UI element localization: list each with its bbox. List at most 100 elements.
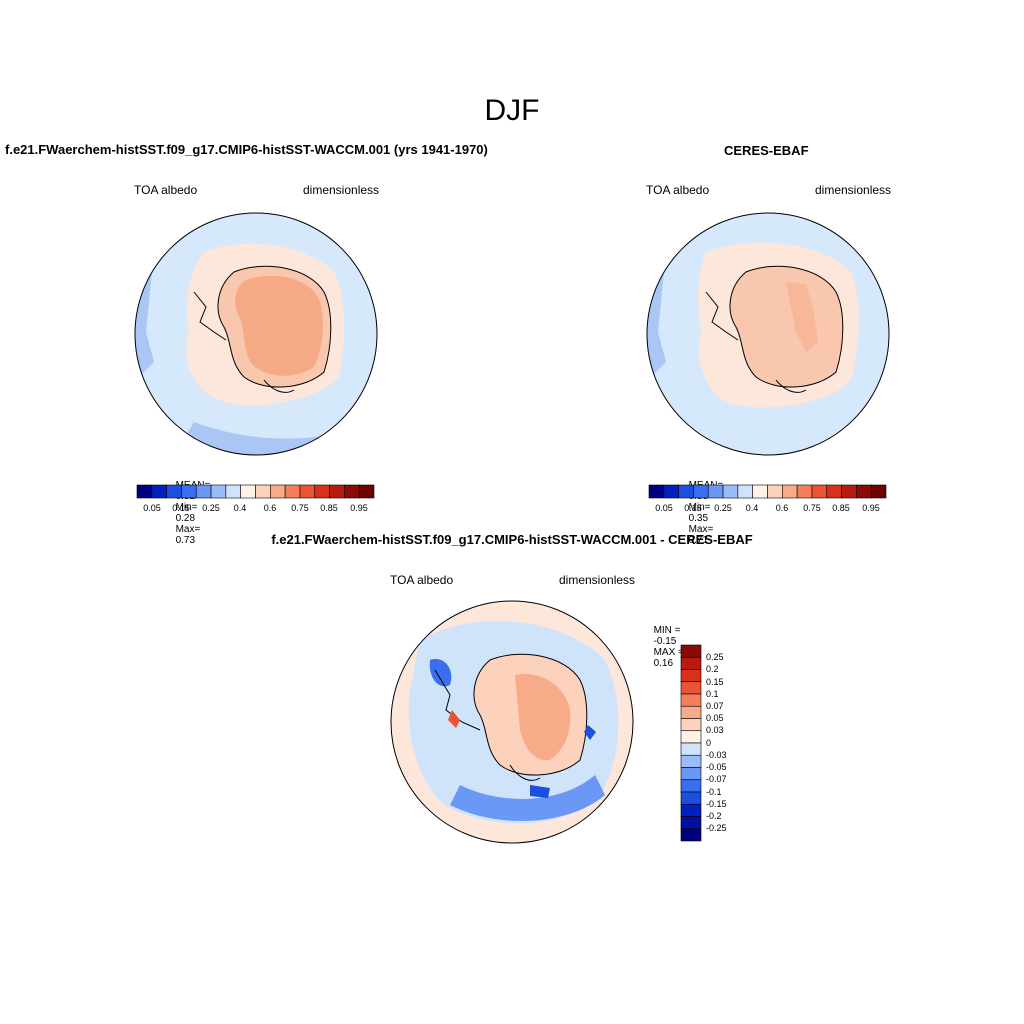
colorbar-swatch [680,730,702,744]
colorbar-swatch [796,484,813,499]
colorbar-tick: -0.07 [706,774,727,784]
antarctic-peninsula [193,291,227,341]
colorbar-swatch [648,484,665,499]
diff-max-value: 0.16 [653,658,674,669]
south-negative [530,785,550,798]
antarctic-peninsula [434,669,481,731]
page-title: DJF [484,94,540,127]
colorbar-swatch [811,484,828,499]
diff-units-label: dimensionless [559,573,636,587]
obs-panel-title: CERES-EBAF [724,143,809,158]
colorbar-swatch [284,484,301,499]
interior-band [786,282,818,352]
colorbar-swatch [680,705,702,719]
ross-sea-edge [509,764,541,781]
negative-ring [450,775,605,822]
colorbar-tick: 0.6 [775,503,789,513]
colorbar-tick: 0.75 [803,503,821,513]
diff-panel-title: f.e21.FWaerchem-histSST.f09_g17.CMIP6-hi… [271,532,753,547]
colorbar-swatch [680,803,702,817]
colorbar-swatch [195,484,212,499]
colorbar-swatch [680,754,702,768]
model-colorbar-ticks: 0.05 0.15 0.25 0.4 0.6 0.75 0.85 0.95 [137,503,374,515]
obs-units-label: dimensionless [815,183,892,197]
diff-variable-label: TOA albedo [390,573,454,587]
colorbar-tick: 0 [706,738,712,748]
colorbar-swatch [329,484,345,499]
obs-colorbar [648,484,887,499]
colorbar-tick: 0.1 [706,689,719,699]
colorbar-tick: 0.25 [706,652,724,662]
interior-high-albedo [235,275,323,376]
colorbar-tick: -0.1 [706,787,722,797]
colorbar-tick: -0.05 [706,762,727,772]
model-units-label: dimensionless [303,183,380,197]
colorbar-swatch [856,484,872,499]
obs-min-value: 0.35 [688,513,709,524]
obs-max-value: 0.71 [688,535,709,546]
colorbar-swatch [344,484,360,499]
colorbar-swatch [136,484,153,499]
colorbar-swatch [841,484,857,499]
colorbar-tick: 0.25 [202,503,220,513]
obs-max-label: Max= [688,524,714,535]
colorbar-tick: -0.25 [706,823,727,833]
colorbar-swatch [752,484,768,499]
diff-colorbar-ticks: 0.25 0.2 0.15 0.1 0.07 0.05 0.03 0 -0.03… [706,645,746,841]
coastal-negative [584,725,596,740]
colorbar-swatch [151,484,167,499]
colorbar-tick: 0.15 [172,503,190,513]
colorbar-swatch [166,484,182,499]
colorbar-swatch [680,644,702,658]
colorbar-tick: 0.85 [320,503,338,513]
colorbar-tick: 0.15 [684,503,702,513]
colorbar-tick: 0.85 [832,503,850,513]
colorbar-swatch [826,484,842,499]
colorbar-swatch [358,484,375,499]
antarctic-peninsula [705,291,739,341]
colorbar-swatch [782,484,798,499]
colorbar-swatch [299,484,316,499]
colorbar-swatch [680,681,702,695]
colorbar-swatch [240,484,256,499]
colorbar-swatch [210,484,227,499]
ross-sea-edge [263,379,295,393]
colorbar-tick: 0.15 [706,677,724,687]
colorbar-tick: 0.95 [350,503,368,513]
obs-polar-map [646,212,890,456]
obs-variable-label: TOA albedo [646,183,710,197]
diff-min-label: MIN = [653,625,681,636]
colorbar-swatch [693,484,709,499]
colorbar-tick: 0.6 [263,503,277,513]
colorbar-swatch [680,742,702,756]
colorbar-tick: 0.25 [714,503,732,513]
model-panel-title: f.e21.FWaerchem-histSST.f09_g17.CMIP6-hi… [5,142,488,157]
colorbar-tick: 0.4 [745,503,759,513]
colorbar-swatch [314,484,330,499]
colorbar-swatch [680,718,702,732]
colorbar-swatch [707,484,724,499]
colorbar-tick: -0.15 [706,799,727,809]
diff-stats: MIN = -0.15 MAX = 0.16 [648,614,684,669]
colorbar-swatch [678,484,694,499]
colorbar-tick: 0.05 [655,503,673,513]
colorbar-swatch [737,484,753,499]
colorbar-swatch [270,484,286,499]
model-polar-map [134,212,378,456]
coastal-positive [448,710,460,728]
diff-min-value: -0.15 [653,636,677,647]
colorbar-swatch [225,484,241,499]
colorbar-swatch [680,656,702,670]
diff-colorbar [680,644,702,842]
interior-anomaly [515,674,571,761]
colorbar-swatch [680,779,702,793]
colorbar-swatch [680,767,702,781]
colorbar-tick: 0.4 [233,503,247,513]
colorbar-swatch [663,484,679,499]
colorbar-swatch [680,816,702,830]
colorbar-tick: 0.05 [143,503,161,513]
colorbar-tick: 0.2 [706,664,719,674]
colorbar-tick: -0.03 [706,750,727,760]
diff-polar-map [390,600,634,844]
colorbar-tick: 0.75 [291,503,309,513]
